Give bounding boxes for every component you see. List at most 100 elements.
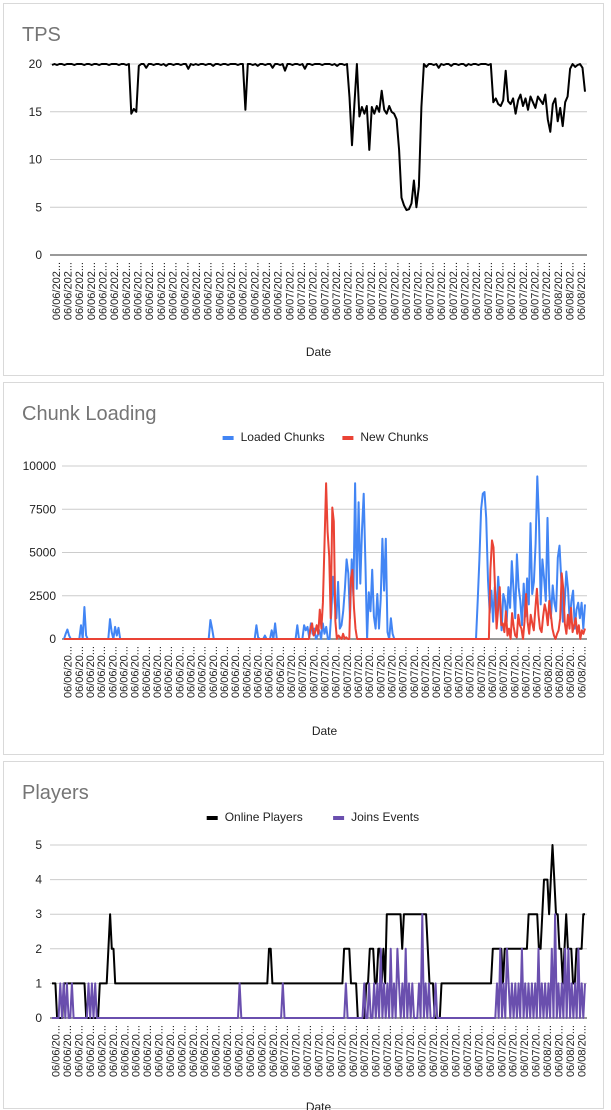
tps-x-tick-label: 06/07/202... [424, 262, 436, 320]
tps-x-tick-label: 06/06/202... [121, 262, 133, 320]
chunk-loading-series-new-chunks [64, 482, 586, 640]
players-x-tick-label: 06/06/20... [142, 1025, 154, 1077]
players-x-tick-label: 06/07/20... [279, 1025, 291, 1077]
tps-x-tick-label: 06/06/202... [168, 262, 180, 320]
tps-x-tick-label: 06/07/202... [319, 262, 331, 320]
tps-x-tick-label: 06/06/202... [191, 262, 203, 320]
chunk-loading-x-tick-label: 06/06/20... [275, 646, 287, 698]
tps-x-tick-label: 06/06/202... [203, 262, 215, 320]
tps-x-tick-label: 06/06/202... [156, 262, 168, 320]
players-x-tick-label: 06/06/20... [119, 1025, 131, 1077]
players-x-tick-label: 06/06/20... [234, 1025, 246, 1077]
chunk-loading-x-tick-label: 06/06/20... [185, 646, 197, 698]
tps-x-axis-title: Date [306, 345, 332, 359]
chunk-loading-y-tick-label: 5000 [29, 546, 56, 560]
chunk-loading-x-tick-label: 06/07/20... [487, 646, 499, 698]
players-series-joins-events [52, 913, 586, 1019]
chunk-loading-x-tick-label: 06/07/20... [308, 646, 320, 698]
tps-x-tick-label: 06/06/202... [74, 262, 86, 320]
tps-x-tick-label: 06/06/202... [98, 262, 110, 320]
players-x-tick-label: 06/06/20... [131, 1025, 143, 1077]
players-x-tick-label: 06/06/20... [268, 1025, 280, 1077]
chunk-loading-x-tick-label: 06/07/20... [409, 646, 421, 698]
players-x-tick-label: 06/08/20... [542, 1025, 554, 1077]
tps-chart-card: TPS 0 5 10 15 20 06/06/202... 06/06/202... 06/06… [3, 3, 604, 376]
players-x-tick-label: 06/06/20... [188, 1025, 200, 1077]
chunk-loading-x-tick-label: 06/06/20... [130, 646, 142, 698]
players-x-tick-label: 06/07/20... [371, 1025, 383, 1077]
players-y-tick-label: 5 [35, 838, 42, 852]
tps-x-tick-label: 06/06/202... [179, 262, 191, 320]
players-y-tick-label: 0 [35, 1011, 42, 1025]
chunk-loading-x-tick-label: 06/06/20... [219, 646, 231, 698]
chunk-loading-x-tick-label: 06/08/20... [543, 646, 555, 698]
chunk-loading-x-tick-label: 06/06/20... [241, 646, 253, 698]
chunk-loading-x-tick-label: 06/07/20... [532, 646, 544, 698]
players-x-tick-label: 06/07/20... [359, 1025, 371, 1077]
tps-x-tick-label: 06/07/202... [378, 262, 390, 320]
chunk-loading-x-tick-label: 06/07/20... [353, 646, 365, 698]
tps-x-tick-label: 06/06/202... [63, 262, 75, 320]
chunk-loading-x-tick-label: 06/06/20... [230, 646, 242, 698]
players-x-tick-label: 06/07/20... [462, 1025, 474, 1077]
tps-x-tick-label: 06/06/202... [261, 262, 273, 320]
players-legend-label: Online Players [225, 810, 303, 824]
players-x-tick-label: 06/07/20... [348, 1025, 360, 1077]
players-x-tick-label: 06/07/20... [531, 1025, 543, 1077]
chunk-loading-y-tick-label: 10000 [23, 459, 57, 473]
tps-x-tick-label: 06/07/202... [284, 262, 296, 320]
chunk-loading-y-tick-label: 7500 [29, 502, 56, 516]
players-x-tick-label: 06/07/20... [473, 1025, 485, 1077]
tps-series-line [51, 63, 586, 212]
chunk-loading-legend-label: Loaded Chunks [241, 430, 325, 444]
players-x-tick-label: 06/07/20... [302, 1025, 314, 1077]
tps-x-tick-label: 06/07/202... [389, 262, 401, 320]
tps-x-tick-label: 06/07/202... [518, 262, 530, 320]
players-x-tick-label: 06/06/20... [108, 1025, 120, 1077]
tps-y-tick-label: 10 [29, 153, 43, 167]
chunk-loading-x-tick-label: 06/07/20... [364, 646, 376, 698]
tps-x-tick-label: 06/08/202... [576, 262, 588, 320]
chunk-loading-x-tick-label: 06/07/20... [398, 646, 410, 698]
tps-x-tick-label: 06/07/202... [401, 262, 413, 320]
chunk-loading-x-tick-label: 06/06/20... [107, 646, 119, 698]
tps-x-tick-label: 06/06/202... [226, 262, 238, 320]
players-x-tick-label: 06/07/20... [416, 1025, 428, 1077]
players-y-tick-label: 2 [35, 942, 42, 956]
chunk-loading-x-axis-title: Date [312, 724, 338, 738]
tps-x-tick-label: 06/07/202... [541, 262, 553, 320]
chunk-loading-title: Chunk Loading [22, 403, 157, 425]
tps-x-tick-label: 06/07/202... [331, 262, 343, 320]
chunk-loading-x-tick-label: 06/06/20... [208, 646, 220, 698]
tps-x-tick-label: 06/08/202... [553, 262, 565, 320]
players-title: Players [22, 782, 89, 804]
chunk-loading-x-tick-label: 06/08/20... [565, 646, 577, 698]
players-y-tick-label: 4 [35, 873, 42, 887]
players-x-tick-label: 06/06/20... [199, 1025, 211, 1077]
chunk-loading-x-tick-label: 06/07/20... [454, 646, 466, 698]
players-x-tick-label: 06/07/20... [485, 1025, 497, 1077]
players-x-tick-label: 06/08/20... [565, 1025, 577, 1077]
tps-x-tick-label: 06/07/202... [459, 262, 471, 320]
chunk-loading-x-tick-label: 06/07/20... [320, 646, 332, 698]
players-y-tick-label: 1 [35, 976, 42, 990]
chunk-loading-x-tick-label: 06/07/20... [331, 646, 343, 698]
chunk-loading-x-tick-label: 06/06/20... [252, 646, 264, 698]
tps-y-tick-label: 20 [29, 57, 43, 71]
chunk-loading-x-tick-label: 06/06/20... [63, 646, 75, 698]
tps-x-tick-label: 06/06/202... [238, 262, 250, 320]
players-x-tick-label: 06/07/20... [336, 1025, 348, 1077]
chunk-loading-x-tick-label: 06/07/20... [420, 646, 432, 698]
players-x-tick-label: 06/07/20... [325, 1025, 337, 1077]
players-chart-card: Players 0 1 2 3 4 5 06/06/20... 06/06/20... 06/06… [3, 761, 604, 1110]
tps-x-tick-label: 06/07/202... [494, 262, 506, 320]
chunk-loading-x-tick-label: 06/07/20... [342, 646, 354, 698]
players-x-tick-label: 06/07/20... [405, 1025, 417, 1077]
players-x-tick-label: 06/07/20... [519, 1025, 531, 1077]
players-x-tick-label: 06/06/20... [154, 1025, 166, 1077]
chunk-loading-x-tick-label: 06/06/20... [264, 646, 276, 698]
chunk-loading-chart: Chunk Loading 0 2500 5000 7500 10000 06/06/20.… [22, 403, 588, 738]
chunk-loading-x-tick-label: 06/07/20... [476, 646, 488, 698]
